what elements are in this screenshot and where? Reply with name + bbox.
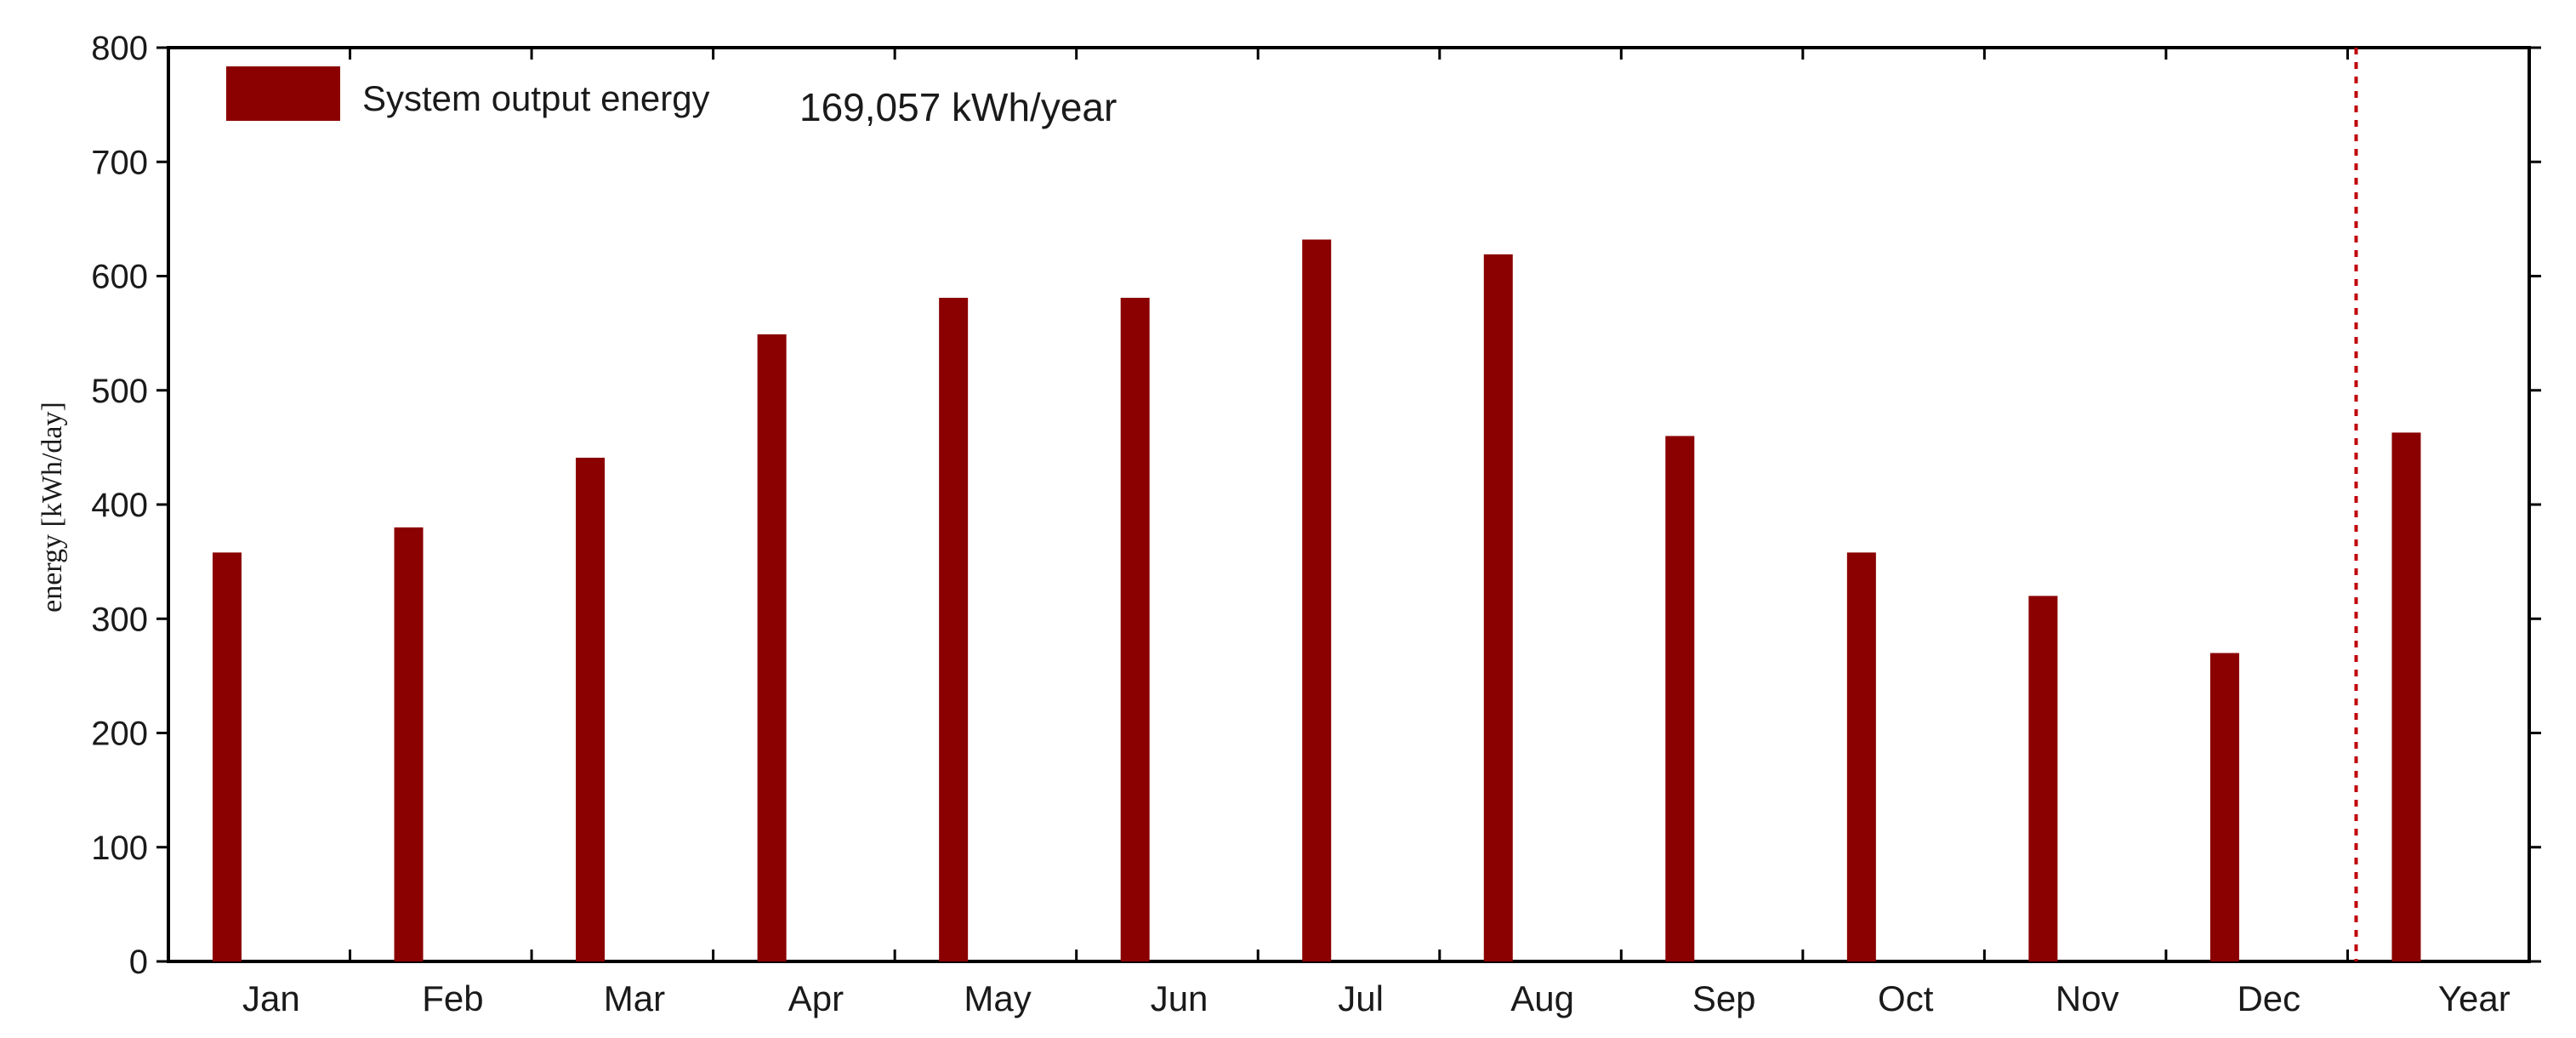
- bar-oct: [1846, 552, 1876, 961]
- x-tick-label: Jun: [1151, 978, 1208, 1018]
- x-tick-label: Nov: [2056, 978, 2119, 1018]
- legend-label: System output energy: [362, 78, 710, 118]
- x-tick-label: Feb: [422, 978, 483, 1018]
- plot-frame: [167, 46, 2531, 963]
- x-tick-label: May: [964, 978, 1031, 1018]
- bar-dec: [2209, 653, 2239, 961]
- x-tick-label: Sep: [1692, 978, 1756, 1018]
- y-tick-label: 700: [91, 144, 148, 181]
- y-tick-label: 800: [91, 30, 148, 67]
- x-tick-label: Apr: [788, 978, 844, 1018]
- bars-layer: [213, 239, 2421, 961]
- bar-feb: [394, 527, 424, 961]
- y-axis-label: energy [kWh/day]: [37, 402, 68, 613]
- x-tick-label: Jul: [1338, 978, 1384, 1018]
- axes-layer: 0 100 200 300 400 500 600 700 800 Jan Feb Mar Apr May…: [91, 30, 2541, 1018]
- bar-jan: [213, 552, 242, 961]
- bar-apr: [757, 334, 787, 961]
- legend: System output energy 169,057 kWh/year: [226, 66, 1117, 129]
- x-tick-label: Dec: [2237, 978, 2300, 1018]
- x-tick-label: Jan: [242, 978, 300, 1018]
- x-tick-label: Aug: [1510, 978, 1574, 1018]
- bar-jul: [1302, 239, 1332, 961]
- x-tick-label: Mar: [604, 978, 665, 1018]
- bar-aug: [1483, 254, 1513, 961]
- bar-mar: [576, 457, 606, 961]
- y-tick-label: 500: [91, 373, 148, 410]
- y-tick-label: 0: [129, 944, 148, 981]
- bar-may: [939, 298, 969, 961]
- y-tick-label: 300: [91, 601, 148, 638]
- y-tick-label: 400: [91, 487, 148, 524]
- bar-nov: [2028, 596, 2058, 961]
- x-tick-label: Oct: [1878, 978, 1934, 1018]
- y-tick-label: 600: [91, 259, 148, 296]
- legend-swatch: [226, 66, 340, 121]
- bar-jun: [1120, 298, 1150, 961]
- bar-year: [2391, 432, 2421, 961]
- annual-total-annotation: 169,057 kWh/year: [799, 85, 1117, 129]
- bar-sep: [1665, 436, 1695, 961]
- x-tick-label: Year: [2438, 978, 2511, 1018]
- y-tick-label: 100: [91, 830, 148, 867]
- y-tick-label: 200: [91, 716, 148, 753]
